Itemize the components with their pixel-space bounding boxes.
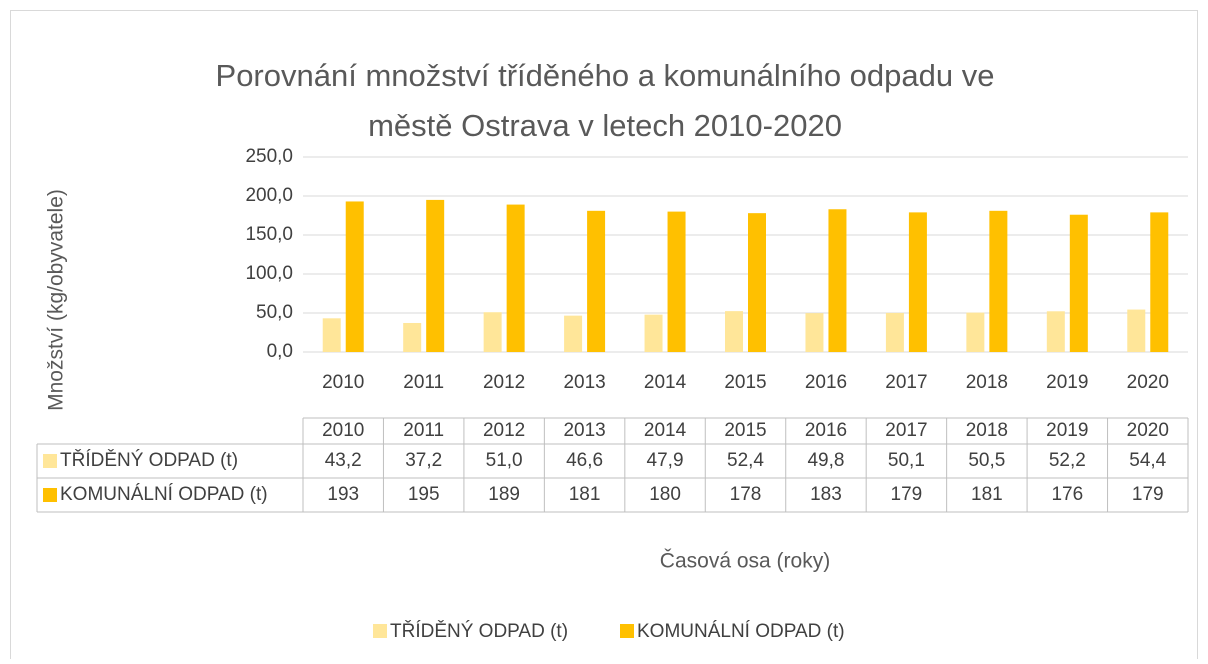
x-tick-label: 2010 — [322, 372, 364, 393]
x-axis-title: Časová osa (roky) — [660, 550, 830, 573]
table-series-name: TŘÍDĚNÝ ODPAD (t) — [60, 449, 238, 471]
table-cell: 181 — [971, 484, 1003, 505]
table-cell: 46,6 — [566, 450, 603, 471]
table-header: 2010 — [322, 420, 364, 441]
table-legend-key — [43, 454, 57, 468]
bar — [989, 210, 1008, 352]
table-header: 2014 — [644, 420, 687, 441]
table-cell: 47,9 — [647, 450, 684, 471]
x-tick-label: 2019 — [1046, 372, 1088, 393]
table-header: 2012 — [483, 420, 525, 441]
bar — [748, 213, 766, 352]
table-legend-key — [43, 488, 57, 502]
table-header: 2020 — [1127, 420, 1169, 441]
y-tick-label: 100,0 — [245, 263, 293, 284]
table-cell: 181 — [569, 484, 601, 505]
x-tick-label: 2011 — [403, 372, 444, 393]
table-cell: 176 — [1051, 484, 1083, 505]
x-tick-label: 2017 — [885, 372, 927, 393]
bar — [403, 322, 422, 352]
table-cell: 183 — [810, 484, 842, 505]
bar — [885, 312, 904, 352]
table-cell: 179 — [1132, 484, 1164, 505]
bar — [587, 210, 606, 352]
table-cell: 52,4 — [727, 450, 764, 471]
table-series-name: KOMUNÁLNÍ ODPAD (t) — [60, 484, 268, 505]
legend-key — [373, 624, 387, 638]
x-tick-label: 2016 — [805, 372, 847, 393]
table-cell: 52,2 — [1049, 450, 1086, 471]
table-cell: 43,2 — [325, 450, 362, 471]
y-tick-label: 200,0 — [245, 185, 293, 206]
bar — [322, 318, 341, 352]
table-cell: 51,0 — [486, 450, 523, 471]
bar — [667, 211, 686, 352]
table-header: 2019 — [1046, 420, 1088, 441]
bar — [805, 313, 824, 352]
table-cell: 50,5 — [968, 450, 1005, 471]
bar — [1069, 214, 1088, 352]
table-header: 2018 — [966, 420, 1008, 441]
bar — [483, 312, 502, 352]
y-tick-label: 50,0 — [256, 302, 293, 323]
table-header: 2013 — [563, 420, 605, 441]
table-header: 2011 — [403, 420, 444, 441]
bar — [908, 212, 927, 352]
bar — [828, 209, 847, 352]
table-cell: 178 — [730, 484, 762, 505]
x-tick-label: 2013 — [563, 372, 605, 393]
x-tick-label: 2015 — [724, 372, 766, 393]
y-tick-label: 0,0 — [267, 341, 293, 362]
table-header: 2016 — [805, 420, 847, 441]
table-cell: 179 — [891, 484, 923, 505]
table-cell: 193 — [327, 484, 359, 505]
table-cell: 195 — [408, 484, 440, 505]
bar — [1046, 311, 1065, 352]
bar — [345, 201, 364, 352]
table-cell: 50,1 — [888, 450, 925, 471]
bar — [966, 312, 985, 352]
legend-label: KOMUNÁLNÍ ODPAD (t) — [637, 621, 845, 642]
bar — [1127, 309, 1146, 352]
x-tick-label: 2018 — [966, 372, 1008, 393]
bar — [564, 315, 583, 352]
table-cell: 54,4 — [1129, 450, 1166, 471]
chart-title: městě Ostrava v letech 2010-2020 — [368, 108, 842, 143]
legend-label: TŘÍDĚNÝ ODPAD (t) — [390, 620, 568, 642]
bar — [725, 311, 743, 352]
chart-title: Porovnání množství tříděného a komunální… — [216, 58, 995, 93]
x-tick-label: 2014 — [644, 372, 687, 393]
legend-key — [620, 624, 634, 638]
table-cell: 180 — [649, 484, 681, 505]
bar — [644, 314, 663, 352]
y-axis-title: Množství (kg/obyvatele) — [45, 189, 68, 411]
table-cell: 189 — [488, 484, 520, 505]
y-tick-label: 250,0 — [245, 146, 293, 167]
x-tick-label: 2020 — [1127, 372, 1169, 393]
table-cell: 49,8 — [807, 450, 844, 471]
table-header: 2015 — [724, 420, 766, 441]
table-cell: 37,2 — [405, 450, 442, 471]
bar — [426, 199, 445, 352]
table-header: 2017 — [885, 420, 927, 441]
bar — [1150, 212, 1169, 352]
x-tick-label: 2012 — [483, 372, 525, 393]
y-tick-label: 150,0 — [245, 224, 293, 245]
bar — [506, 204, 525, 352]
